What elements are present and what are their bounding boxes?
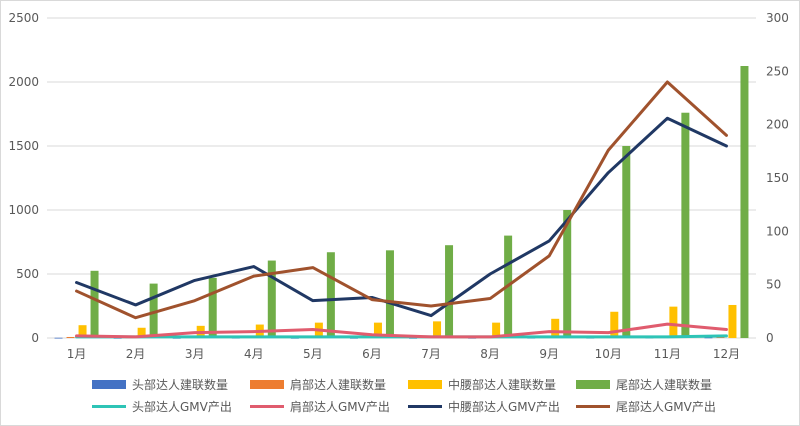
left-axis-tick-label: 2000	[8, 75, 39, 89]
legend-label: 头部达人建联数量	[132, 378, 229, 392]
legend-label: 尾部达人建联数量	[616, 378, 713, 392]
line-series-group	[75, 80, 728, 339]
legend-label: 尾部达人GMV产出	[616, 400, 716, 414]
x-axis-tick-label: 3月	[185, 347, 205, 361]
left-axis-tick-label: 2500	[8, 11, 39, 25]
bar	[681, 112, 690, 338]
legend-item-line-2: 中腰部达人GMV产出	[408, 398, 560, 415]
bar	[551, 318, 560, 338]
x-axis-tick-label: 9月	[539, 347, 559, 361]
x-axis-tick-label: 5月	[303, 347, 323, 361]
x-axis-ticks: 1月 2月 3月 4月 5月 6月 7月 8月 9月 10月 11月 12月	[67, 347, 740, 361]
right-axis-tick-label: 150	[766, 171, 789, 185]
legend-swatch	[576, 405, 610, 408]
legend-item-bar-1: 肩部达人建联数量	[250, 376, 386, 393]
right-axis-tick-label: 0	[766, 331, 774, 345]
left-axis-tick-label: 500	[16, 267, 39, 281]
bar	[704, 337, 713, 339]
bar	[610, 311, 619, 338]
x-axis-tick-label: 7月	[421, 347, 441, 361]
right-axis-tick-label: 300	[766, 11, 789, 25]
bar	[445, 245, 454, 338]
x-axis-tick-label: 6月	[362, 347, 382, 361]
x-axis-tick-label: 10月	[595, 347, 622, 361]
legend-swatch	[92, 405, 126, 408]
x-axis-tick-label: 4月	[244, 347, 264, 361]
legend-label: 中腰部达人建联数量	[448, 378, 557, 392]
bar	[137, 327, 146, 338]
legend-item-line-1: 肩部达人GMV产出	[250, 398, 390, 415]
left-axis-tick-label: 1000	[8, 203, 39, 217]
bar	[492, 322, 501, 338]
left-axis-ticks: 0 500 1000 1500 2000 2500	[8, 11, 39, 345]
bar	[669, 306, 678, 338]
bar	[326, 252, 335, 338]
bar	[267, 260, 276, 338]
legend-swatch	[250, 380, 284, 389]
series-line	[75, 80, 728, 320]
bar	[740, 66, 749, 338]
right-axis-tick-label: 250	[766, 64, 789, 78]
bar	[208, 277, 217, 338]
bar	[385, 250, 394, 338]
legend-label: 头部达人GMV产出	[132, 400, 232, 414]
bar	[90, 270, 99, 338]
legend-item-bar-2: 中腰部达人建联数量	[408, 376, 556, 393]
bar	[54, 337, 63, 339]
bar	[433, 321, 442, 338]
legend-swatch	[250, 405, 284, 408]
legend-label: 肩部达人建联数量	[290, 378, 387, 392]
bar	[149, 283, 158, 338]
bar	[66, 336, 75, 338]
x-axis-tick-label: 8月	[480, 347, 500, 361]
legend-label: 肩部达人GMV产出	[290, 400, 390, 414]
bar	[373, 322, 382, 338]
left-axis-tick-label: 1500	[8, 139, 39, 153]
bar	[563, 210, 572, 338]
series-line	[75, 322, 728, 339]
legend-swatch	[408, 380, 442, 389]
bar	[78, 325, 87, 338]
x-axis-tick-label: 2月	[126, 347, 146, 361]
legend-item-line-0: 头部达人GMV产出	[92, 398, 232, 415]
right-axis-tick-label: 200	[766, 118, 789, 132]
legend-item-bar-0: 头部达人建联数量	[92, 376, 228, 393]
legend-item-line-3: 尾部达人GMV产出	[576, 398, 716, 415]
legend-swatch	[92, 380, 126, 389]
legend-label: 中腰部达人GMV产出	[448, 400, 560, 414]
x-axis-tick-label: 1月	[67, 347, 87, 361]
x-axis-tick-label: 12月	[713, 347, 740, 361]
x-axis-tick-label: 11月	[654, 347, 681, 361]
legend-swatch	[576, 380, 610, 389]
bar	[622, 146, 631, 338]
right-axis-ticks: 0 50 100 150 200 250 300	[766, 11, 789, 345]
bar	[728, 304, 737, 338]
series-line	[75, 116, 728, 318]
right-axis-tick-label: 100	[766, 224, 789, 238]
left-axis-tick-label: 0	[31, 331, 39, 345]
legend-item-bar-3: 尾部达人建联数量	[576, 376, 712, 393]
legend-swatch	[408, 405, 442, 408]
right-axis-tick-label: 50	[766, 278, 781, 292]
